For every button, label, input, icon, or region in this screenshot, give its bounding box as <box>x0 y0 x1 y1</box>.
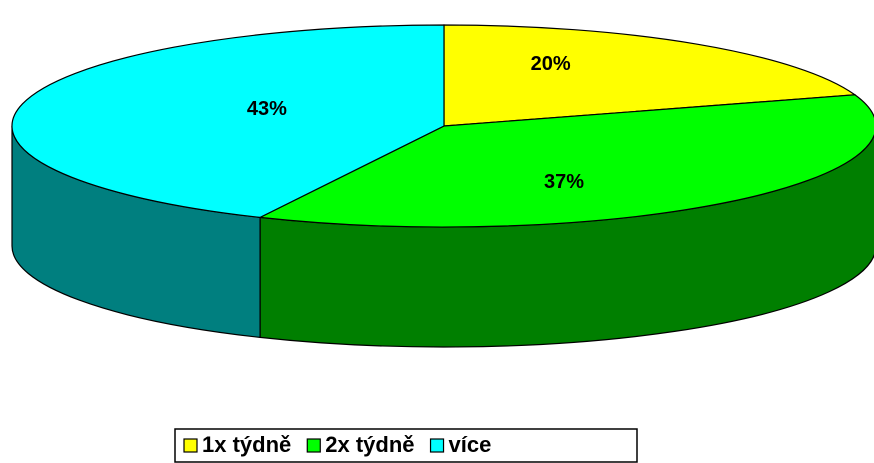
legend-box <box>174 428 638 463</box>
pie-slice <box>443 24 857 127</box>
legend-label: více <box>449 432 492 457</box>
data-label: 43% <box>247 98 287 120</box>
legend-label: 2x týdně <box>325 432 414 457</box>
data-label: 20% <box>531 53 571 75</box>
legend-swatch <box>429 438 445 453</box>
data-label: 37% <box>544 171 584 193</box>
pie-slice <box>257 94 874 228</box>
pie-slice <box>11 24 445 219</box>
legend-label: 1x týdně <box>202 432 291 457</box>
legend-swatch <box>183 438 198 453</box>
legend-swatch <box>306 438 321 453</box>
